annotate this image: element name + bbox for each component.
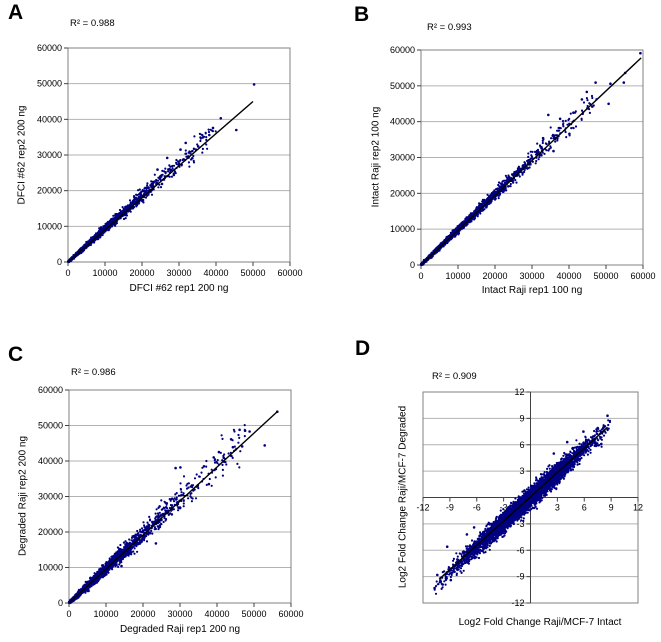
y-tick-label: 30000 [38,492,63,502]
y-tick-label: 10000 [38,563,63,573]
y-tick-label: 10000 [37,221,62,231]
y-tick-label: 30000 [390,153,415,163]
panel-a-r2-label: R² = 0.988 [70,18,115,29]
panel-b-x-axis-title: Intact Raji rep1 100 ng [481,285,583,296]
scatter-outlier-points [156,83,256,186]
panel-b-r2-label: R² = 0.993 [427,22,472,33]
x-tick-label: 60000 [630,271,655,281]
panel-a-y-axis-title: DFCI #62 rep2 200 ng [16,105,28,205]
x-tick-label: 10000 [445,271,470,281]
y-tick-label: 0 [58,598,63,608]
panel-a-x-axis-title: DFCI #62 rep1 200 ng [129,283,229,294]
y-tick-label: 3 [519,466,524,476]
y-tick-label: -6 [516,545,524,555]
y-tick-label: 40000 [390,117,415,127]
x-tick-label: 20000 [130,609,155,619]
panel-d-r2-label: R² = 0.909 [432,371,477,382]
panel-d-y-axis-title: Log2 Fold Change Raji/MCF-7 Degraded [397,405,409,589]
y-tick-label: 40000 [37,114,62,124]
panel-a-letter: A [8,1,24,24]
x-tick-label: -12 [416,503,429,513]
x-tick-label: 0 [528,503,533,513]
y-tick-label: 0 [410,260,415,270]
y-tick-label: 20000 [37,186,62,196]
panel-d-scatter-plot: -12 -9 -6 -3 0 3 6 9 12 12 9 6 3 -3 -6 -9 -12 [416,387,643,608]
panel-c-x-axis-title: Degraded Raji rep1 200 ng [119,624,241,635]
x-tick-label: 10000 [93,609,118,619]
x-tick-label: 40000 [556,271,581,281]
x-tick-label: 30000 [167,609,192,619]
panel-d: -12 -9 -6 -3 0 3 6 9 12 12 9 6 3 -3 -6 -9 -12 D R² = 0.9… [330,320,661,642]
x-tick-label: 3 [555,503,560,513]
scatter-outlier-points [433,414,609,590]
scatter-outlier-points [120,410,279,568]
trendline [438,426,609,580]
x-tick-label: 50000 [240,268,265,278]
x-tick-label: 0 [66,609,71,619]
x-tick-label: -9 [446,503,454,513]
x-tick-label: 12 [633,503,643,513]
x-tick-label: 9 [609,503,614,513]
y-tick-label: 12 [514,387,524,397]
panel-c-letter: C [8,343,24,366]
x-tick-label: -6 [473,503,481,513]
y-tick-label: 30000 [37,150,62,160]
panel-b-scatter-plot: 0 10000 20000 30000 40000 50000 60000 0 10000 200… [390,45,656,281]
y-tick-label: 20000 [390,188,415,198]
y-tick-label: 40000 [38,456,63,466]
panel-b-letter: B [354,3,370,26]
y-tick-label: 50000 [37,79,62,89]
x-tick-label: 30000 [519,271,544,281]
y-tick-label: 9 [519,413,524,423]
trendline [420,57,642,266]
x-tick-label: 40000 [203,268,228,278]
y-tick-label: 0 [57,257,62,267]
x-tick-label: 50000 [241,609,266,619]
y-tick-label: 50000 [390,81,415,91]
y-tick-label: 10000 [390,224,415,234]
x-tick-label: 10000 [92,268,117,278]
x-tick-label: 6 [582,503,587,513]
x-tick-label: 30000 [166,268,191,278]
panel-c-scatter-plot: 0 10000 20000 30000 40000 50000 60000 0 10000 200… [38,385,304,619]
y-tick-label: 60000 [37,43,62,53]
x-tick-label: 20000 [129,268,154,278]
panel-d-letter: D [355,337,371,360]
x-tick-label: -3 [500,503,508,513]
panel-c-y-axis-title: Degraded Raji rep2 200 ng [17,435,29,557]
x-tick-label: 0 [65,268,70,278]
panel-c: 0 10000 20000 30000 40000 50000 60000 0 10000 200… [0,320,330,642]
y-tick-label: 50000 [38,421,63,431]
x-tick-label: 60000 [277,268,302,278]
trendline [68,411,278,604]
y-tick-label: 60000 [38,385,63,395]
x-tick-label: 60000 [278,609,303,619]
y-tick-label: 60000 [390,45,415,55]
trendline [67,100,254,263]
panel-c-r2-label: R² = 0.986 [71,367,116,378]
panel-a: 0 10000 20000 30000 40000 50000 60000 0 10000 200… [0,0,330,320]
x-tick-label: 50000 [593,271,618,281]
panel-b: 0 10000 20000 30000 40000 50000 60000 0 10000 200… [330,0,661,320]
panel-a-scatter-plot: 0 10000 20000 30000 40000 50000 60000 0 10000 200… [37,43,303,278]
x-tick-label: 40000 [204,609,229,619]
panel-d-x-axis-title: Log2 Fold Change Raji/MCF-7 Intact [458,617,622,628]
x-tick-label: 0 [418,271,423,281]
y-tick-label: -9 [516,572,524,582]
panel-b-y-axis-title: Intact Raji rep2 100 ng [370,106,382,208]
y-tick-label: 20000 [38,527,63,537]
x-tick-label: 20000 [482,271,507,281]
y-tick-label: -12 [511,598,524,608]
y-tick-label: 6 [519,440,524,450]
y-tick-label: -3 [516,519,524,529]
